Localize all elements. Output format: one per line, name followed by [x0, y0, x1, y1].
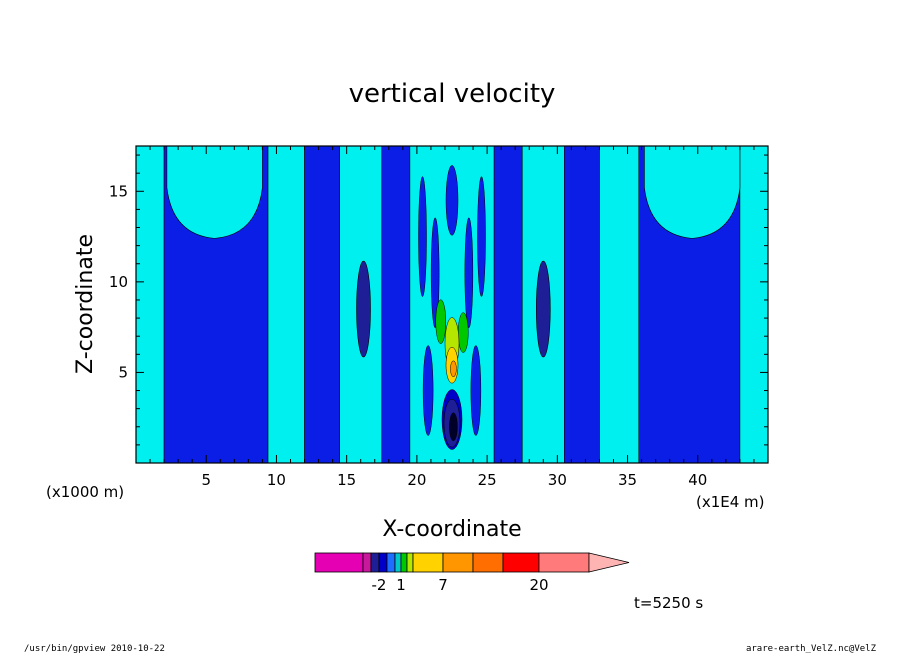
x-tick-label: 40 — [688, 471, 707, 489]
dark-cell-1 — [535, 260, 551, 358]
x-axis-label: X-coordinate — [382, 517, 521, 542]
core-cell-4 — [450, 360, 457, 378]
core-cell-1 — [457, 312, 469, 353]
colorbar-swatch — [400, 552, 408, 573]
colorbar-extend-arrow — [588, 552, 630, 573]
blue-streak-0 — [418, 176, 427, 297]
blue-streak-1 — [430, 217, 440, 329]
colorbar-swatch — [412, 552, 444, 573]
colorbar-swatch — [472, 552, 504, 573]
x-tick-label: 30 — [548, 471, 567, 489]
y-tick-label: 15 — [109, 182, 128, 200]
blue-streak-3 — [477, 176, 486, 297]
dark-cell-0 — [356, 260, 371, 358]
plot-frame — [135, 145, 769, 464]
cyan-band-2 — [267, 145, 305, 464]
colorbar-swatch — [362, 552, 372, 573]
colorbar-label: 7 — [438, 576, 448, 594]
blue-streak-4 — [422, 345, 434, 436]
footer-left: /usr/bin/gpview 2010-10-22 — [24, 644, 165, 654]
cyan-band-10 — [599, 145, 640, 464]
x-tick-label: 20 — [407, 471, 426, 489]
time-label: t=5250 s — [634, 594, 703, 612]
core-cell-0 — [435, 299, 447, 344]
x-tick-label: 15 — [337, 471, 356, 489]
colorbar-swatch — [378, 552, 388, 573]
footer-right: arare-earth_VelZ.nc@VelZ — [746, 644, 877, 654]
colorbar-swatch — [538, 552, 590, 573]
y-tick-label: 10 — [109, 273, 128, 291]
y-axis-label: Z-coordinate — [73, 234, 98, 374]
blue-band-3 — [304, 145, 340, 464]
x-tick-label: 25 — [478, 471, 497, 489]
y-tick-label: 5 — [118, 363, 128, 381]
colorbar-label: 20 — [529, 576, 548, 594]
x-axis: 5 10 15 20 25 30 35 40 — [149, 146, 755, 489]
y-axis: 5 10 15 — [109, 154, 768, 446]
colorbar-swatch — [502, 552, 540, 573]
colorbar-swatch — [394, 552, 402, 573]
x-unit-right: (x1E4 m) — [696, 493, 765, 511]
blue-streak-6 — [445, 165, 459, 236]
x-unit-left: (x1000 m) — [46, 483, 124, 501]
cyan-band-12 — [739, 145, 769, 464]
chart-title: vertical velocity — [349, 79, 556, 109]
colorbar: -2 1 7 20 — [314, 552, 630, 594]
x-tick-label: 5 — [201, 471, 211, 489]
colorbar-label: 1 — [396, 576, 406, 594]
blue-band-7 — [493, 145, 523, 464]
colorbar-swatch — [386, 552, 396, 573]
blue-band-5 — [381, 145, 411, 464]
contour-field — [135, 145, 769, 464]
x-tick-label: 10 — [267, 471, 286, 489]
colorbar-swatch — [442, 552, 474, 573]
upper-left-lobe — [166, 145, 263, 239]
x-tick-label: 35 — [618, 471, 637, 489]
blue-streak-2 — [464, 217, 474, 329]
colorbar-swatch — [314, 552, 364, 573]
cyan-band-0 — [135, 145, 165, 464]
blue-band-9 — [564, 145, 600, 464]
core-cell-7 — [449, 412, 458, 442]
colorbar-swatch — [406, 552, 414, 573]
blue-streak-5 — [470, 345, 482, 436]
colorbar-swatch — [370, 552, 380, 573]
colorbar-label: -2 — [372, 576, 387, 594]
upper-right-lobe — [644, 145, 741, 239]
